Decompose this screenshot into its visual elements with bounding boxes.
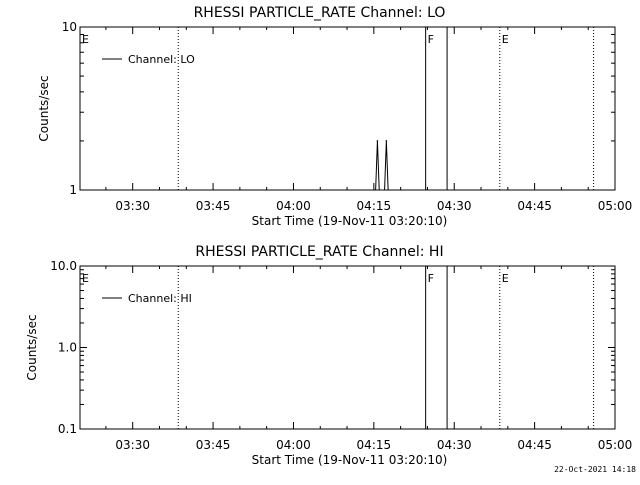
plot-frame xyxy=(79,26,616,191)
marker-label: F xyxy=(428,272,434,285)
x-tick-label: 04:30 xyxy=(437,199,472,213)
x-tick-label: 05:00 xyxy=(598,199,633,213)
x-tick-label: 03:30 xyxy=(115,199,150,213)
x-tick-label: 04:30 xyxy=(437,438,472,452)
chart-title: RHESSI PARTICLE_RATE Channel: HI xyxy=(195,244,443,260)
y-axis-label: Counts/sec xyxy=(25,314,39,380)
data-point-spike xyxy=(385,140,388,142)
x-tick-label: 05:00 xyxy=(598,438,633,452)
legend-entry: Channel: LO xyxy=(128,53,195,66)
y-tick-label: 0.1 xyxy=(58,422,77,436)
marker-label: E xyxy=(82,33,89,46)
x-tick-label: 03:45 xyxy=(196,199,231,213)
x-tick-label: 03:45 xyxy=(196,438,231,452)
x-tick-label: 04:15 xyxy=(357,199,392,213)
marker-label: E xyxy=(502,33,509,46)
marker-label: E xyxy=(502,272,509,285)
x-tick-label: 04:15 xyxy=(357,438,392,452)
data-point-spike xyxy=(376,140,379,142)
y-tick-label: 10 xyxy=(62,20,77,34)
x-axis-label: Start Time (19-Nov-11 03:20:10) xyxy=(252,453,448,467)
data-series-line xyxy=(373,140,390,191)
x-tick-label: 03:30 xyxy=(115,438,150,452)
x-tick-label: 04:45 xyxy=(517,438,552,452)
marker-label: F xyxy=(428,33,434,46)
x-tick-label: 04:45 xyxy=(517,199,552,213)
y-tick-label: 1 xyxy=(69,183,77,197)
plot-frame xyxy=(79,265,616,430)
plot-timestamp: 22-Oct-2021 14:18 xyxy=(554,465,636,474)
x-tick-label: 04:00 xyxy=(276,438,311,452)
marker-label: E xyxy=(82,272,89,285)
x-tick-label: 04:00 xyxy=(276,199,311,213)
y-tick-label: 1.0 xyxy=(58,341,77,355)
y-tick-label: 10.0 xyxy=(50,259,77,273)
y-axis-label: Counts/sec xyxy=(37,75,51,141)
x-axis-label: Start Time (19-Nov-11 03:20:10) xyxy=(252,214,448,228)
chart-title: RHESSI PARTICLE_RATE Channel: LO xyxy=(194,5,446,21)
legend-entry: Channel: HI xyxy=(128,292,192,305)
